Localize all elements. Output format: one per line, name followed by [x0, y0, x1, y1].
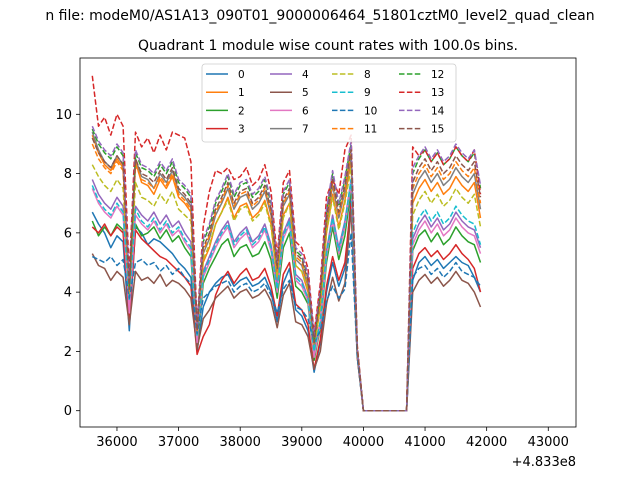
- figure-suptitle: n file: modeM0/AS1A13_090T01_9000006464_…: [45, 8, 594, 24]
- legend-label-10: 10: [364, 105, 377, 117]
- y-tick-label: 0: [64, 404, 72, 419]
- series-line-13: [91, 75, 482, 412]
- y-axis: 0 2 4 6 8 10: [55, 108, 80, 419]
- series-line-12: [91, 128, 482, 412]
- x-tick-label: 36000: [96, 435, 137, 450]
- series-line-10: [91, 232, 482, 412]
- x-axis: 36000 37000 38000 39000 40000 41000 42000 43000: [96, 427, 569, 450]
- plot-frame: [79, 57, 577, 428]
- y-tick-label: 8: [64, 167, 72, 182]
- series-line-3: [91, 202, 482, 412]
- legend-label-12: 12: [431, 69, 444, 81]
- chart-title: Quadrant 1 module wise count rates with …: [138, 38, 518, 54]
- legend-label-15: 15: [431, 124, 444, 136]
- x-tick-label: 39000: [281, 435, 322, 450]
- series-line-6: [91, 181, 482, 412]
- series-line-5: [91, 208, 482, 412]
- x-tick-label: 38000: [220, 435, 261, 450]
- series-line-9: [91, 178, 482, 412]
- legend-box: [201, 63, 457, 143]
- legend-label-0: 0: [238, 69, 245, 81]
- legend-label-14: 14: [431, 105, 445, 117]
- legend-label-2: 2: [238, 105, 245, 117]
- legend-label-3: 3: [238, 124, 245, 136]
- legend-label-8: 8: [364, 69, 371, 81]
- series-line-15: [91, 137, 482, 412]
- legend-label-6: 6: [302, 105, 309, 117]
- legend-label-13: 13: [431, 87, 444, 99]
- legend-label-4: 4: [302, 69, 309, 81]
- series-lines: [91, 75, 482, 412]
- series-line-8: [91, 164, 482, 412]
- x-tick-label: 42000: [466, 435, 507, 450]
- y-tick-label: 2: [64, 345, 72, 360]
- legend-label-9: 9: [364, 87, 371, 99]
- legend-label-5: 5: [302, 87, 309, 99]
- legend-label-11: 11: [364, 124, 377, 136]
- legend-label-1: 1: [238, 87, 245, 99]
- x-tick-label: 41000: [404, 435, 445, 450]
- x-tick-label: 40000: [343, 435, 384, 450]
- x-offset-label: +4.833e8: [512, 455, 576, 470]
- y-tick-label: 6: [64, 226, 72, 241]
- series-line-11: [91, 143, 482, 412]
- x-tick-label: 37000: [158, 435, 199, 450]
- legend-label-7: 7: [302, 124, 309, 136]
- series-line-0: [91, 196, 482, 412]
- y-tick-label: 10: [55, 108, 72, 123]
- x-tick-label: 43000: [528, 435, 569, 450]
- y-tick-label: 4: [64, 286, 72, 301]
- series-line-4: [91, 178, 482, 412]
- series-line-2: [91, 187, 482, 412]
